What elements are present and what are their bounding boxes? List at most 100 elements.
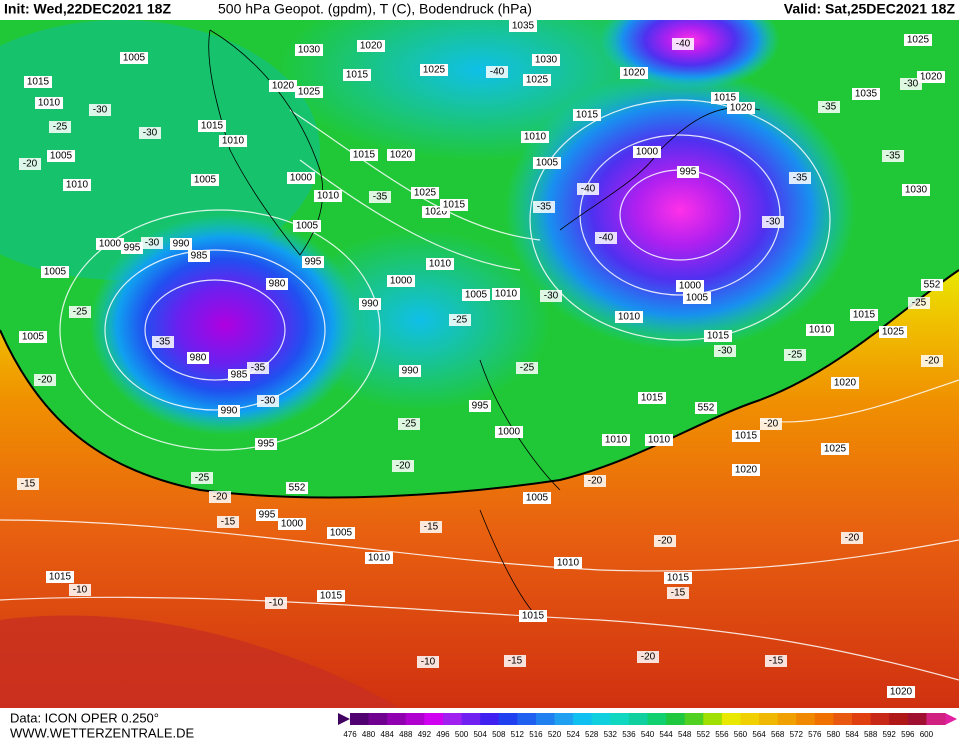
pressure-label-box xyxy=(228,369,250,381)
pressure-label-box xyxy=(850,309,878,321)
temperature-label: -25 xyxy=(520,363,535,374)
temperature-label-box xyxy=(882,150,904,162)
colorbar-end xyxy=(338,713,350,725)
colorbar-swatch xyxy=(591,713,611,725)
pressure-label: 1020 xyxy=(272,81,295,92)
pressure-label-box xyxy=(399,365,421,377)
pressure-label: 1020 xyxy=(425,207,448,218)
temperature-label-box xyxy=(789,172,811,184)
colorbar-label: 572 xyxy=(790,730,804,739)
pressure-label: 1005 xyxy=(296,221,319,232)
pressure-label-box xyxy=(350,149,378,161)
pressure-label: 1015 xyxy=(443,200,466,211)
pressure-label-box xyxy=(638,392,666,404)
temperature-label: -35 xyxy=(886,151,901,162)
pressure-label-box xyxy=(440,199,468,211)
temperature-label-box xyxy=(209,491,231,503)
temperature-label-box xyxy=(908,297,930,309)
temperature-label-box xyxy=(577,183,599,195)
colorbar-swatch xyxy=(814,713,834,725)
colorbar: 476 480 484 488 492 496 500 504 508 512 516 520 524 5… xyxy=(338,713,957,739)
pressure-label-box xyxy=(519,610,547,622)
pressure-label: 1005 xyxy=(22,332,45,343)
pressure-label-box xyxy=(256,509,278,521)
temperature-label: -30 xyxy=(766,217,781,228)
colorbar-swatch xyxy=(442,713,463,725)
pressure-label: 1025 xyxy=(907,35,930,46)
colorbar-label: 596 xyxy=(901,730,915,739)
pressure-label-box xyxy=(41,266,69,278)
colorbar-label: 508 xyxy=(492,730,506,739)
colorbar-swatch xyxy=(610,713,630,725)
low-pressure xyxy=(505,70,855,350)
pressure-label: 1000 xyxy=(281,519,304,530)
temperature-label-box xyxy=(516,362,538,374)
temperature-label: -30 xyxy=(904,79,919,90)
pressure-label-box xyxy=(359,298,381,310)
temperature-label: -40 xyxy=(581,184,596,195)
colorbar-swatch xyxy=(424,713,444,725)
temperature-label: -20 xyxy=(845,533,860,544)
pressure-label-box xyxy=(120,52,148,64)
temperature-label: -15 xyxy=(508,656,523,667)
pressure-label: 1020 xyxy=(920,72,943,83)
temperature-label-box xyxy=(595,232,617,244)
pressure-label-box xyxy=(188,250,210,262)
temperature-label-box xyxy=(486,66,508,78)
pressure-label: 1010 xyxy=(495,289,518,300)
colorbar-swatch xyxy=(573,713,593,725)
pressure-label-box xyxy=(521,131,549,143)
pressure-label-box xyxy=(302,256,324,268)
pressure-label: 1020 xyxy=(890,687,913,698)
pressure-label-box xyxy=(917,71,945,83)
temperature-label: -10 xyxy=(73,585,88,596)
pressure-label: 980 xyxy=(190,353,207,364)
pressure-label-box xyxy=(327,527,355,539)
pressure-label-box xyxy=(727,102,755,114)
colorbar-swatch xyxy=(666,713,686,725)
pressure-label: 1000 xyxy=(498,427,521,438)
colorbar-label: 564 xyxy=(752,730,766,739)
colorbar-label: 568 xyxy=(771,730,785,739)
pressure-label: 1025 xyxy=(882,327,905,338)
geopotential-label: 552 xyxy=(289,483,306,494)
temperature-label: -20 xyxy=(764,419,779,430)
colorbar-label: 576 xyxy=(808,730,822,739)
pressure-label-box xyxy=(532,54,560,66)
pressure-label: 995 xyxy=(680,167,697,178)
geopotential-label-box xyxy=(695,402,717,414)
temperature-label: -10 xyxy=(421,657,436,668)
pressure-label: 990 xyxy=(362,299,379,310)
temperature-label: -15 xyxy=(21,479,36,490)
colorbar-label: 544 xyxy=(659,730,673,739)
pressure-label-box xyxy=(533,157,561,169)
temperature-label: -30 xyxy=(718,346,733,357)
colorbar-end xyxy=(945,713,957,725)
pressure-label-box xyxy=(676,280,704,292)
pressure-label-box xyxy=(615,311,643,323)
pressure-label: 1005 xyxy=(526,493,549,504)
temperature-label: -15 xyxy=(221,517,236,528)
pressure-label: 1005 xyxy=(686,293,709,304)
colorbar-label: 484 xyxy=(381,730,395,739)
pressure-label-box xyxy=(879,326,907,338)
colorbar-label: 560 xyxy=(734,730,748,739)
temperature-label: -25 xyxy=(73,307,88,318)
pressure-label: 1015 xyxy=(522,611,545,622)
pressure-label: 980 xyxy=(269,279,286,290)
pressure-label: 1015 xyxy=(346,70,369,81)
pressure-label: 1015 xyxy=(49,572,72,583)
colorbar-label: 512 xyxy=(511,730,525,739)
pressure-label: 1020 xyxy=(390,150,413,161)
pressure-label: 990 xyxy=(173,239,190,250)
temperature-label: -25 xyxy=(788,350,803,361)
pressure-label: 1020 xyxy=(834,378,857,389)
pressure-label-box xyxy=(170,238,192,250)
temperature-label: -30 xyxy=(143,128,158,139)
pressure-label-box xyxy=(523,492,551,504)
temperature-label-box xyxy=(369,191,391,203)
temperature-label: -10 xyxy=(269,598,284,609)
temperature-label-box xyxy=(765,655,787,667)
colorbar-label: 500 xyxy=(455,730,469,739)
pressure-label: 1015 xyxy=(27,77,50,88)
